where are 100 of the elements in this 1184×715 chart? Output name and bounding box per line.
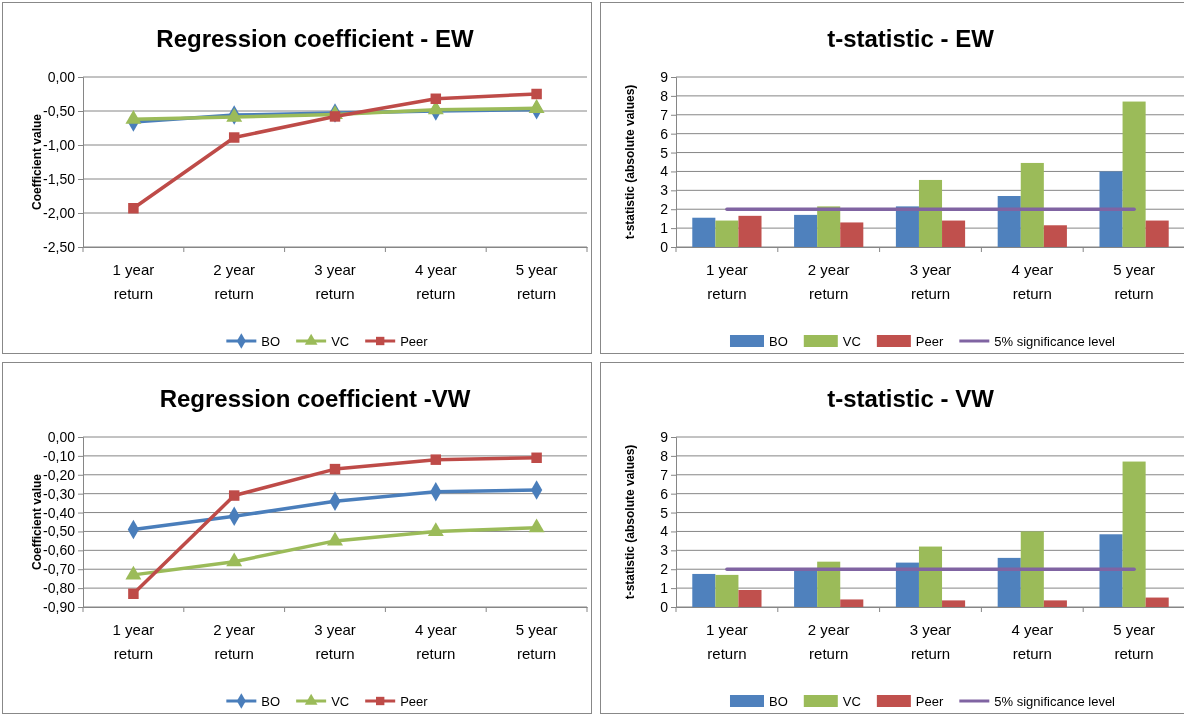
point: [528, 518, 545, 533]
bar: [715, 574, 739, 607]
y-tick-label: 0,00: [47, 428, 76, 445]
x-tick-label: 5 year return: [1113, 261, 1155, 302]
y-tick-label: -1,00: [43, 136, 76, 153]
y-tick-label: 8: [660, 87, 669, 104]
bar: [738, 590, 762, 607]
y-tick-label: 3: [660, 182, 669, 199]
point: [531, 88, 542, 100]
y-tick-label: -1,50: [43, 170, 76, 187]
x-tick-label: 4 year return: [1011, 621, 1054, 662]
y-tick-label: 2: [660, 561, 669, 578]
x-tick-label: 3 year return: [909, 621, 952, 662]
bar: [1043, 600, 1067, 607]
x-tick-label: 2 year return: [807, 261, 850, 302]
legend-label: 5% significance level: [994, 334, 1116, 349]
x-tick-label: 2 year return: [213, 261, 256, 302]
x-tick-label: 3 year return: [314, 621, 356, 662]
legend-label: VC: [331, 694, 350, 709]
point: [228, 490, 240, 501]
y-axis-title: t-statistic (absolute values): [623, 444, 637, 600]
bar: [1043, 225, 1067, 247]
bar: [895, 206, 919, 247]
bar: [1099, 171, 1123, 247]
bar: [1122, 101, 1146, 247]
legend-label: VC: [842, 334, 861, 349]
bar: [997, 196, 1021, 247]
bar: [692, 573, 716, 607]
y-tick-label: 5: [660, 504, 669, 521]
y-tick-label: 6: [660, 125, 669, 142]
y-tick-label: -0,20: [43, 466, 76, 483]
y-tick-label: -0,30: [43, 485, 76, 502]
legend-label: Peer: [400, 694, 429, 709]
x-tick-label: 5 year return: [1113, 621, 1155, 662]
y-tick-label: 1: [660, 220, 669, 237]
y-tick-label: -0,40: [43, 504, 76, 521]
chart-title: Regression coefficient -VW: [159, 385, 471, 412]
x-tick-label: 3 year return: [314, 261, 356, 302]
bar: [918, 179, 943, 247]
bar: [1099, 534, 1123, 607]
bar: [1145, 220, 1169, 247]
point: [228, 132, 240, 143]
y-tick-label: -0,50: [43, 523, 76, 540]
y-tick-label: 2: [660, 201, 669, 218]
x-tick-label: 1 year return: [706, 621, 748, 662]
bar: [840, 222, 864, 247]
point: [128, 203, 139, 214]
x-tick-label: 1 year return: [112, 621, 155, 662]
point: [430, 93, 442, 104]
x-tick-label: 5 year return: [515, 621, 558, 662]
chart-title: t-statistic - EW: [827, 25, 995, 52]
x-tick-label: 4 year return: [414, 621, 457, 662]
y-tick-label: 0: [660, 598, 669, 615]
y-tick-label: -0,10: [43, 447, 76, 464]
bar: [817, 206, 841, 247]
bar: [942, 220, 966, 247]
y-tick-label: 9: [660, 428, 669, 445]
point: [531, 452, 542, 464]
bar: [895, 562, 919, 607]
legend-label: BO: [768, 694, 788, 709]
point: [430, 454, 442, 465]
y-tick-label: 7: [660, 466, 669, 483]
bar: [794, 568, 818, 607]
bar: [794, 214, 818, 247]
legend-label: BO: [261, 334, 281, 349]
legend-label: Peer: [915, 694, 944, 709]
y-axis-title: Coefficient value: [30, 113, 44, 211]
bar: [1122, 461, 1146, 607]
y-tick-label: 7: [660, 106, 669, 123]
x-tick-label: 4 year return: [1011, 261, 1054, 302]
x-tick-label: 2 year return: [807, 621, 850, 662]
y-tick-label: 0: [660, 238, 669, 255]
point: [327, 531, 343, 546]
bar: [715, 220, 739, 247]
bar: [1020, 531, 1044, 607]
x-tick-label: 1 year return: [706, 261, 748, 302]
chart-title: Regression coefficient - EW: [156, 25, 475, 52]
bar: [738, 215, 762, 247]
y-tick-label: -0,60: [43, 542, 76, 559]
legend-label: 5% significance level: [994, 694, 1116, 709]
legend-label: Peer: [915, 334, 944, 349]
y-tick-label: -0,90: [43, 598, 76, 615]
x-tick-label: 5 year return: [515, 261, 558, 302]
y-axis-title: Coefficient value: [30, 473, 44, 571]
y-tick-label: -2,50: [43, 238, 76, 255]
y-tick-label: -0,80: [43, 580, 76, 597]
y-tick-label: 4: [660, 523, 669, 540]
y-tick-label: -2,00: [43, 204, 76, 221]
point: [427, 522, 444, 537]
legend-label: BO: [768, 334, 788, 349]
point: [226, 552, 243, 567]
y-tick-label: -0,50: [43, 102, 76, 119]
legend-label: BO: [261, 694, 281, 709]
y-tick-label: 9: [660, 68, 669, 85]
bar: [840, 599, 864, 607]
bar: [1145, 597, 1169, 607]
x-tick-label: 3 year return: [909, 261, 952, 302]
y-tick-label: 5: [660, 144, 669, 161]
y-tick-label: 6: [660, 485, 669, 502]
x-tick-label: 2 year return: [213, 621, 256, 662]
